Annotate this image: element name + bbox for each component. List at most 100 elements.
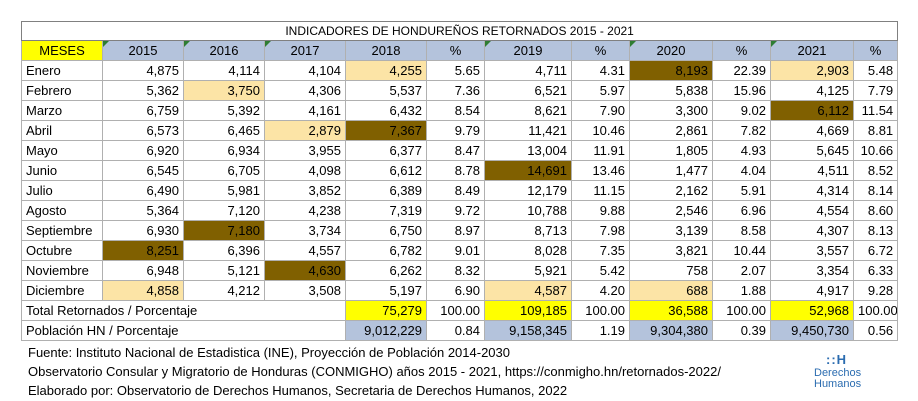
column-header-10: 2021	[770, 40, 854, 61]
table-cell: 7,180	[183, 220, 265, 241]
table-cell: 2,861	[629, 120, 713, 141]
table-cell: 100.00	[852, 300, 899, 321]
table-cell: 8.52	[852, 160, 899, 181]
table-cell: 0.84	[426, 320, 485, 341]
table-cell: 1,805	[629, 140, 713, 161]
table-cell: 6,432	[345, 100, 427, 121]
table-cell: 6,573	[102, 120, 184, 141]
table-cell: 5,645	[770, 140, 854, 161]
table-cell: 109,185	[484, 300, 572, 321]
table-cell: 9.79	[426, 120, 485, 141]
table-cell: 6,750	[345, 220, 427, 241]
table-cell: 3,852	[264, 180, 346, 201]
table-cell: 5,197	[345, 280, 427, 301]
column-header-9: %	[712, 40, 771, 61]
table-cell: 6,521	[484, 80, 572, 101]
table-cell: 9.28	[852, 280, 899, 301]
table-cell: 6,465	[183, 120, 265, 141]
table-cell: 9.72	[426, 200, 485, 221]
table-cell: 6,389	[345, 180, 427, 201]
table-cell: 3,955	[264, 140, 346, 161]
table-cell: 4.04	[712, 160, 771, 181]
header-row: MESES 2015 2016 2017 2018% 2019% 2020% 2021%	[21, 40, 899, 61]
table-cell: 13.46	[571, 160, 630, 181]
table-cell: 6,377	[345, 140, 427, 161]
total-row-label: Total Retornados / Porcentaje	[21, 300, 346, 321]
table-cell: 10.46	[571, 120, 630, 141]
table-cell: 8.54	[426, 100, 485, 121]
table-cell: 7.79	[852, 80, 899, 101]
table-cell: 4,875	[102, 60, 184, 81]
table-cell: 3,557	[770, 240, 854, 261]
table-row: Septiembre 6,930 7,180 3,734 6,750 8.97 8,713 7…	[21, 220, 899, 241]
month-label: Julio	[21, 180, 103, 201]
table-cell: 4.20	[571, 280, 630, 301]
table-row: Noviembre 6,948 5,121 4,630 6,262 8.32 5,921 5.…	[21, 260, 899, 281]
table-cell: 10,788	[484, 200, 572, 221]
table-cell: 5,121	[183, 260, 265, 281]
table-cell: 4,125	[770, 80, 854, 101]
table-cell: 3,750	[183, 80, 265, 101]
column-header-3: 2017	[264, 40, 346, 61]
table-cell: 8,251	[102, 240, 184, 261]
table-cell: 5,838	[629, 80, 713, 101]
table-cell: 6,934	[183, 140, 265, 161]
population-row-label: Población HN / Porcentaje	[21, 320, 346, 341]
table-cell: 7,367	[345, 120, 427, 141]
table-cell: 8.81	[852, 120, 899, 141]
table-cell: 8,193	[629, 60, 713, 81]
table-cell: 8.97	[426, 220, 485, 241]
table-cell: 9.01	[426, 240, 485, 261]
table-cell: 5,392	[183, 100, 265, 121]
table-cell: 4,114	[183, 60, 265, 81]
total-row: Total Retornados / Porcentaje 75,279 100.0…	[21, 300, 899, 321]
table-row: Mayo 6,920 6,934 3,955 6,377 8.47 13,004 11.91 1…	[21, 140, 899, 161]
table-cell: 6,948	[102, 260, 184, 281]
table-cell: 14,691	[484, 160, 572, 181]
table-row: Diciembre 4,858 4,212 3,508 5,197 6.90 4,587 4.…	[21, 280, 899, 301]
table-cell: 7,319	[345, 200, 427, 221]
table-cell: 2,162	[629, 180, 713, 201]
month-label: Febrero	[21, 80, 103, 101]
table-cell: 11.15	[571, 180, 630, 201]
table-cell: 2,546	[629, 200, 713, 221]
table-cell: 6,930	[102, 220, 184, 241]
table-row: Febrero 5,362 3,750 4,306 5,537 7.36 6,521 5.97…	[21, 80, 899, 101]
table-cell: 4,511	[770, 160, 854, 181]
table-cell: 10.44	[712, 240, 771, 261]
table-row: Marzo 6,759 5,392 4,161 6,432 8.54 8,621 7.90 3,…	[21, 100, 899, 121]
table-cell: 22.39	[712, 60, 771, 81]
table-cell: 6,490	[102, 180, 184, 201]
footnote-observatory: Observatorio Consular y Migratorio de Ho…	[28, 364, 721, 379]
table-cell: 6,112	[770, 100, 854, 121]
table-cell: 6,262	[345, 260, 427, 281]
table-cell: 9,304,380	[629, 320, 713, 341]
table-cell: 8.78	[426, 160, 485, 181]
table-cell: 7.90	[571, 100, 630, 121]
table-cell: 11.91	[571, 140, 630, 161]
table-cell: 2,879	[264, 120, 346, 141]
table-cell: 9,158,345	[484, 320, 572, 341]
table-cell: 6,612	[345, 160, 427, 181]
table-cell: 3,300	[629, 100, 713, 121]
table-cell: 1,477	[629, 160, 713, 181]
table-cell: 5.42	[571, 260, 630, 281]
table-cell: 4,630	[264, 260, 346, 281]
table-cell: 9,012,229	[345, 320, 427, 341]
column-header-11: %	[852, 40, 899, 61]
table-cell: 13,004	[484, 140, 572, 161]
table-cell: 0.56	[852, 320, 899, 341]
footnote-source: Fuente: Instituto Nacional de Estadistic…	[28, 345, 510, 360]
table-cell: 6.72	[852, 240, 899, 261]
table-cell: 5,537	[345, 80, 427, 101]
derechos-humanos-logo: ::H Derechos Humanos	[814, 352, 884, 396]
table-cell: 52,968	[770, 300, 854, 321]
month-label: Diciembre	[21, 280, 103, 301]
table-cell: 5,981	[183, 180, 265, 201]
table-cell: 6,705	[183, 160, 265, 181]
table-cell: 2.07	[712, 260, 771, 281]
table-cell: 6,396	[183, 240, 265, 261]
table-cell: 8.13	[852, 220, 899, 241]
table-cell: 8.14	[852, 180, 899, 201]
table-cell: 4,314	[770, 180, 854, 201]
